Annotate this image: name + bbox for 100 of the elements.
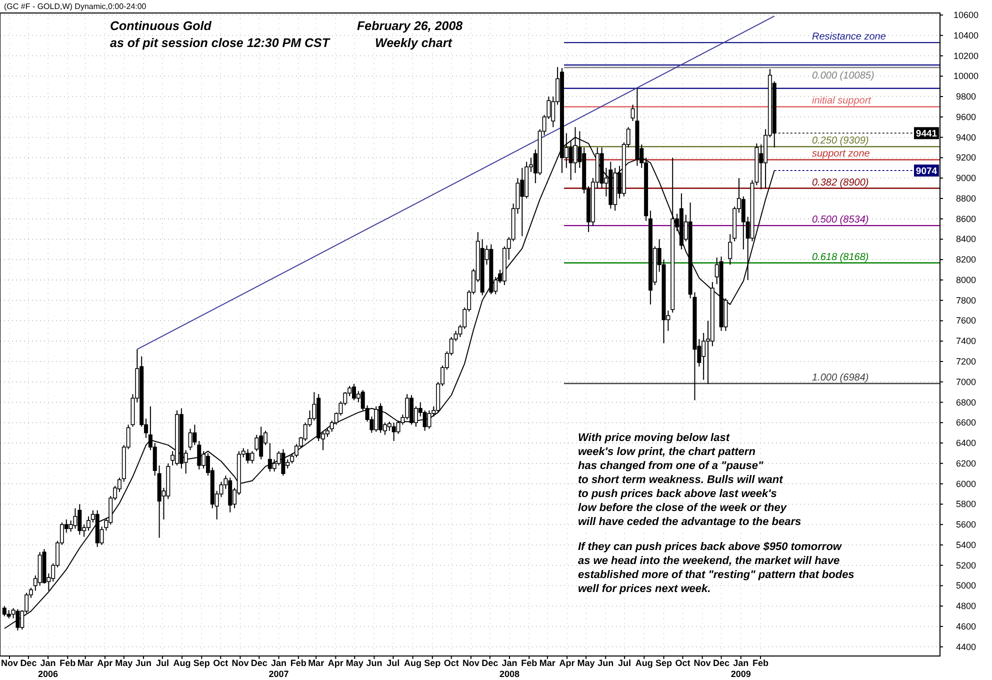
x-tick-label: Jan 2006 [38, 658, 58, 679]
ref-line-label: 0.618 (8168) [812, 252, 869, 263]
candlestick [188, 428, 192, 451]
ref-line-label: Resistance zone [812, 32, 886, 43]
x-tick-label: Apr [328, 658, 344, 668]
y-tick-label: 10400 [953, 30, 979, 40]
candlestick [427, 410, 432, 430]
x-tick-label: Mar [308, 658, 325, 668]
candlestick [250, 450, 254, 464]
y-tick-label: 6200 [956, 458, 976, 468]
y-tick-label: 6600 [956, 418, 976, 428]
annotation: February 26, 2008 [357, 19, 463, 33]
x-tick-label: Jan 2009 [730, 658, 751, 679]
y-tick-label: 9800 [956, 92, 976, 102]
x-tick-label: May [577, 658, 595, 668]
x-tick-label: Jul [386, 658, 400, 668]
y-tick-label: 10600 [953, 10, 979, 20]
y-tick-label: 5400 [956, 540, 976, 550]
x-tick-label: Sep [424, 658, 442, 668]
candlestick [290, 452, 294, 464]
x-tick-label: Jul [618, 658, 632, 668]
ref-line-label: 0.382 (8900) [812, 177, 869, 188]
x-tick-label: Apr [559, 658, 576, 668]
x-tick-label: Oct [444, 658, 459, 668]
y-tick-label: 4600 [956, 621, 976, 632]
x-tick-label: Oct [675, 658, 690, 668]
x-tick-label: Nov [462, 658, 480, 668]
x-tick-label: Jun [135, 658, 152, 668]
x-tick-label: Feb [60, 658, 76, 668]
x-tick-label: Nov [694, 658, 711, 668]
ref-line-label: 1.000 (6984) [812, 372, 869, 384]
x-tick-label: Sep [193, 658, 210, 668]
x-tick-label: Mar [77, 658, 94, 668]
candlestick [73, 508, 78, 530]
x-tick-label: Mar [539, 658, 556, 668]
x-tick-label: Aug [173, 658, 191, 668]
y-tick-label: 4800 [956, 601, 976, 612]
y-tick-label: 10200 [953, 50, 979, 61]
x-tick-label: Nov [0, 658, 18, 668]
x-tick-label: Oct [213, 658, 228, 668]
x-tick-label: Sep [655, 658, 673, 668]
x-tick-label: Jan 2007 [268, 658, 289, 679]
candlestick [728, 234, 732, 266]
y-tick-label: 9200 [956, 152, 976, 163]
x-tick-label: Jun [366, 658, 382, 668]
ref-line-label: 0.250 (9309) [812, 136, 869, 147]
y-tick-label: 9400 [956, 132, 976, 142]
x-tick-label: Dec [20, 658, 37, 668]
x-tick-label: Nov [232, 658, 249, 668]
x-tick-label: May [346, 658, 364, 668]
annotation: Weekly chart [375, 36, 453, 50]
candlestick [192, 424, 197, 446]
y-tick-label: 8800 [956, 193, 976, 204]
x-tick-label: Feb [752, 658, 769, 668]
candlestick [422, 410, 427, 432]
ref-line-label: 0.500 (8534) [812, 214, 869, 226]
y-tick-label: 8000 [956, 274, 976, 285]
candlestick [281, 448, 286, 476]
x-tick-label: Dec [713, 658, 730, 668]
y-tick-label: 7000 [956, 376, 976, 387]
annotation: 9441 [916, 128, 938, 140]
candlestick [246, 448, 250, 464]
annotation: With price moving below last week's low print, the chart pattern has changed from one of a "pause" to short term weakness. Bulls will want to push prices back above last week's low before the close of the week or they will have ceded the advantage to the bears [578, 432, 802, 528]
y-tick-label: 9000 [956, 173, 976, 184]
x-tick-label: May [115, 658, 133, 668]
y-tick-label: 5000 [956, 580, 976, 591]
y-tick-label: 7400 [956, 336, 976, 346]
y-tick-label: 6400 [956, 438, 976, 448]
ref-line-label: initial support [812, 96, 872, 107]
text: (GC #F - GOLD,W) Dynamic,0:00-24:00 [4, 2, 147, 11]
y-tick-label: 5200 [956, 560, 976, 570]
y-tick-label: 5600 [956, 520, 976, 530]
candlestick [197, 440, 202, 470]
annotation: 9074 [916, 166, 938, 178]
text: Continuous Gold [110, 19, 212, 33]
x-tick-label: Apr [97, 658, 114, 668]
y-tick-label: 10000 [953, 71, 979, 82]
x-tick-label: Aug [635, 658, 653, 668]
y-tick-label: 7800 [956, 295, 976, 306]
y-tick-label: 8200 [956, 254, 976, 265]
x-tick-label: Jul [156, 658, 169, 668]
annotation: If they can push prices back above $950 tomorrow as we head into the weekend, the market will have established more of that "resting" pattern that bodes well for prices next week. [578, 541, 854, 595]
y-tick-label: 8600 [956, 214, 976, 224]
y-tick-label: 9600 [956, 112, 976, 122]
x-tick-label: Dec [482, 658, 498, 668]
x-tick-label: Feb [521, 658, 538, 668]
x-tick-label: Dec [250, 658, 268, 668]
y-tick-label: 5800 [956, 499, 976, 510]
y-tick-label: 6000 [956, 478, 976, 489]
x-tick-label: Jun [598, 658, 614, 668]
x-tick-label: Aug [404, 658, 422, 668]
text: as of pit session close 12:30 PM CST [110, 36, 331, 50]
ref-line-label: 0.000 (10085) [812, 70, 874, 82]
ref-line-label: support zone [812, 148, 870, 160]
y-tick-label: 6800 [956, 397, 976, 408]
y-tick-label: 7200 [956, 356, 976, 367]
x-tick-label: Jan 2008 [499, 658, 520, 679]
y-tick-label: 7600 [956, 316, 976, 326]
y-tick-label: 4400 [956, 642, 976, 652]
x-tick-label: Feb [290, 658, 307, 668]
